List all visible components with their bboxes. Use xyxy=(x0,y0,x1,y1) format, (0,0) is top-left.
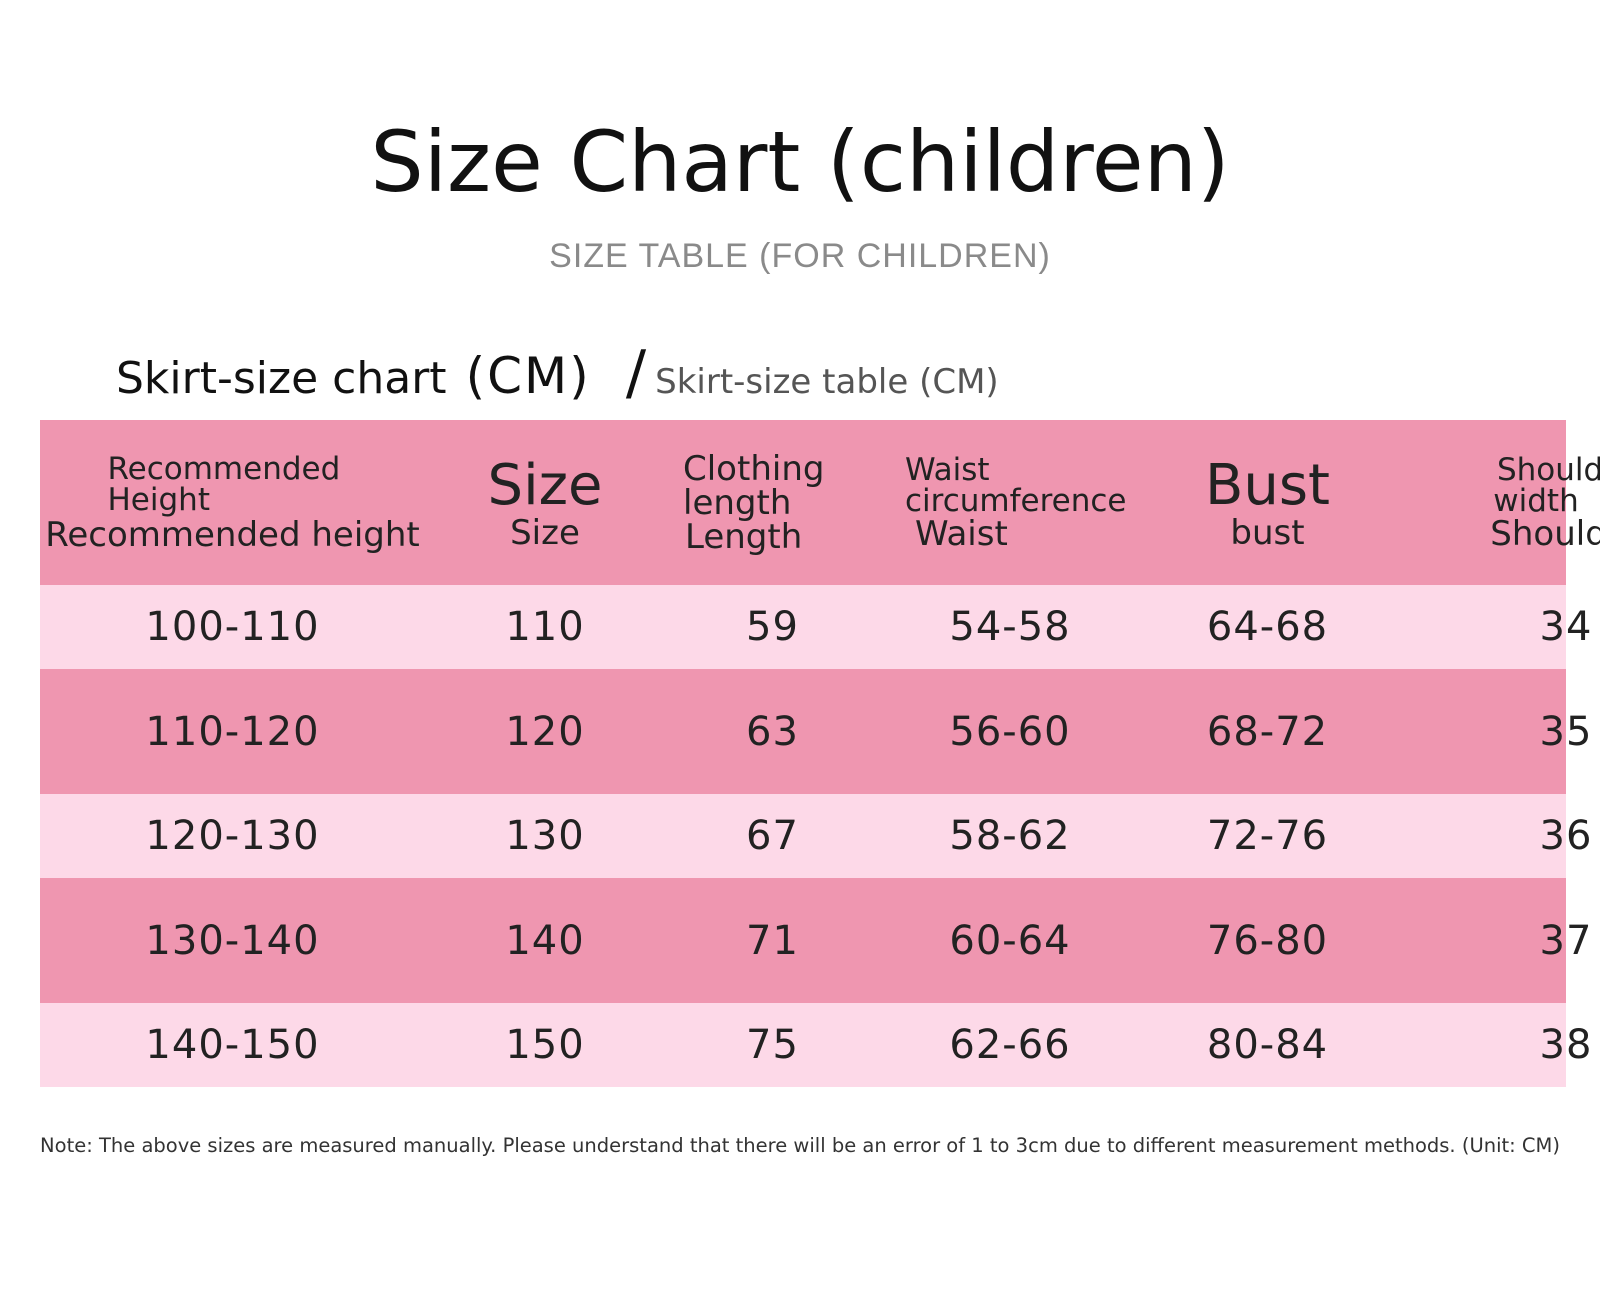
cell-length: 75 xyxy=(746,1022,799,1068)
header-line: Bust xyxy=(1204,452,1331,518)
header-recommended-height: Recommended Height Recommended height xyxy=(40,420,425,585)
cell-bust: 68-72 xyxy=(1206,708,1329,755)
section-alt-label: Skirt-size table (CM) xyxy=(655,362,999,402)
cell-size: 130 xyxy=(505,813,585,859)
cell-waist: 54-58 xyxy=(949,604,1071,650)
header-line: bust xyxy=(1230,512,1305,553)
cell-shoulder: 34 xyxy=(1539,604,1593,650)
header-line: Shoulder xyxy=(1496,451,1600,488)
table-row: 100-110 110 59 54-58 64-68 34 xyxy=(40,585,1591,669)
header-line: Waist xyxy=(905,451,990,488)
header-line: Recommended height xyxy=(45,514,420,555)
table-header-row: Recommended Height Recommended height Si… xyxy=(40,420,1600,585)
table-row: 140-150 150 75 62-66 80-84 38 xyxy=(40,1003,1591,1087)
section-label: Skirt-size chart xyxy=(116,353,447,404)
page-subtitle: SIZE TABLE (FOR CHILDREN) xyxy=(549,237,1051,275)
cell-waist: 58-62 xyxy=(949,813,1071,859)
cell-size: 120 xyxy=(505,708,585,755)
section-heading: Skirt-size chart (CM) / Skirt-size table… xyxy=(116,338,999,418)
header-line: Size xyxy=(510,512,580,553)
cell-shoulder: 38 xyxy=(1539,1022,1593,1068)
cell-height: 120-130 xyxy=(145,813,320,859)
cell-height: 130-140 xyxy=(145,917,320,964)
cell-height: 100-110 xyxy=(145,604,320,650)
cell-shoulder: 37 xyxy=(1539,917,1593,964)
section-slash: / xyxy=(625,338,647,408)
header-size: Size Size xyxy=(425,420,665,585)
section-unit: (CM) xyxy=(465,347,591,405)
table-row: 110-120 120 63 56-60 68-72 35 xyxy=(40,669,1591,794)
header-waist: Waist circumference Waist xyxy=(880,420,1140,585)
header-line: Shoulder xyxy=(1490,513,1600,554)
cell-size: 150 xyxy=(505,1022,585,1068)
page-title: Size Chart (children) xyxy=(370,113,1230,211)
table-row: 130-140 140 71 60-64 76-80 37 xyxy=(40,878,1591,1003)
cell-height: 110-120 xyxy=(145,708,320,755)
cell-shoulder: 35 xyxy=(1539,708,1593,755)
cell-size: 110 xyxy=(505,604,585,650)
header-line: circumference xyxy=(905,482,1127,519)
header-clothing-length: Clothing length Length xyxy=(665,420,880,585)
header-line: length xyxy=(683,482,792,523)
header-line: Size xyxy=(487,452,603,518)
measurement-note: Note: The above sizes are measured manua… xyxy=(40,1134,1560,1157)
cell-length: 71 xyxy=(746,917,799,964)
cell-waist: 62-66 xyxy=(949,1022,1071,1068)
header-line: Length xyxy=(685,516,803,557)
header-line: Height xyxy=(107,481,210,518)
size-table: Recommended Height Recommended height Si… xyxy=(40,420,1600,1087)
cell-bust: 76-80 xyxy=(1206,917,1329,964)
cell-length: 59 xyxy=(746,604,799,650)
header-line: width xyxy=(1493,482,1579,519)
header-line: Clothing xyxy=(683,448,825,489)
header-line: Recommended xyxy=(107,450,341,487)
cell-bust: 64-68 xyxy=(1206,604,1329,650)
cell-bust: 72-76 xyxy=(1206,813,1329,859)
header-line: Waist xyxy=(915,513,1008,554)
cell-size: 140 xyxy=(505,917,585,964)
cell-shoulder: 36 xyxy=(1539,813,1593,859)
cell-bust: 80-84 xyxy=(1206,1022,1329,1068)
cell-waist: 60-64 xyxy=(949,917,1071,964)
table-row: 120-130 130 67 58-62 72-76 36 xyxy=(40,794,1591,878)
cell-length: 63 xyxy=(746,708,799,755)
cell-height: 140-150 xyxy=(145,1022,320,1068)
cell-length: 67 xyxy=(746,813,799,859)
cell-waist: 56-60 xyxy=(949,708,1071,755)
header-bust: Bust bust xyxy=(1140,420,1395,585)
